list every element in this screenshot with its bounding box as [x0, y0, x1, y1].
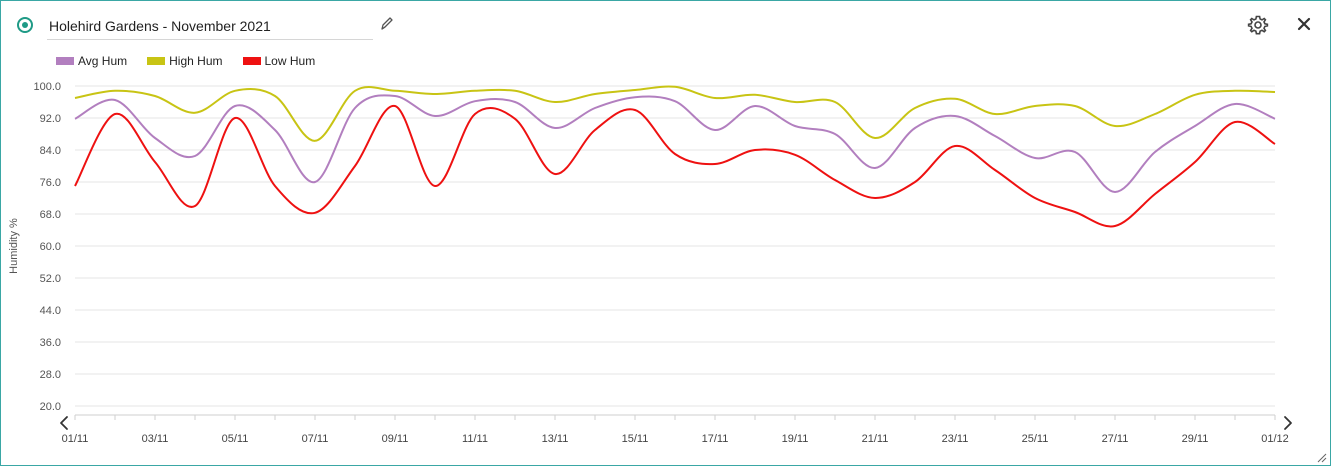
y-tick-label: 36.0: [40, 337, 61, 349]
x-tick-label: 01/12: [1261, 433, 1289, 445]
x-tick-label: 23/11: [942, 433, 969, 445]
pencil-icon[interactable]: [378, 15, 396, 33]
x-tick-label: 01/11: [62, 433, 89, 445]
y-axis-ticks: 100.0 92.0 84.0 76.0 68.0 60.0 52.0 44.0 36.0 28.…: [33, 81, 61, 413]
y-tick-label: 52.0: [40, 273, 61, 285]
x-tick-label: 17/11: [702, 433, 729, 445]
chevron-right-icon[interactable]: [1284, 416, 1292, 430]
gear-icon[interactable]: [1247, 14, 1269, 36]
x-tick-label: 27/11: [1102, 433, 1129, 445]
y-tick-label: 76.0: [40, 177, 61, 189]
x-tick-label: 03/11: [142, 433, 169, 445]
resize-grip-icon[interactable]: [1315, 451, 1327, 463]
y-tick-label: 28.0: [40, 369, 61, 381]
y-tick-label: 44.0: [40, 305, 61, 317]
x-tick-label: 09/11: [382, 433, 409, 445]
legend-swatch-high-hum: [147, 57, 166, 65]
y-tick-label: 92.0: [40, 113, 61, 125]
chart-series: [74, 85, 1276, 228]
legend-swatch-low-hum: [242, 57, 261, 65]
y-axis-label: Humidity %: [8, 218, 20, 274]
y-tick-label: 60.0: [40, 241, 61, 253]
x-axis-ticks: 01/11 03/11 05/11 07/11 09/11 11/11 13/11 15/11…: [62, 433, 1289, 445]
x-tick-label: 13/11: [542, 433, 569, 445]
series-line-low-hum[interactable]: [74, 104, 1276, 228]
legend-item-high-hum[interactable]: High Hum: [147, 54, 223, 68]
y-tick-label: 100.0: [33, 81, 61, 93]
x-tick-label: 05/11: [222, 433, 249, 445]
close-icon[interactable]: [1294, 14, 1314, 34]
x-tick-label: 21/11: [862, 433, 889, 445]
legend-swatch-avg-hum: [56, 57, 74, 65]
y-tick-label: 20.0: [40, 401, 61, 413]
panel-header: Holehird Gardens - November 2021: [1, 1, 1330, 45]
legend-label-high-hum: High Hum: [169, 54, 223, 68]
x-tick-label: 15/11: [622, 433, 649, 445]
x-tick-label: 07/11: [302, 433, 329, 445]
x-tick-label: 11/11: [462, 433, 488, 445]
legend-label-avg-hum: Avg Hum: [78, 54, 128, 68]
x-tick-label: 29/11: [1182, 433, 1209, 445]
x-tick-label: 19/11: [782, 433, 809, 445]
chart-grid: [74, 85, 1276, 420]
x-tick-label: 25/11: [1022, 433, 1049, 445]
legend-label-low-hum: Low Hum: [264, 54, 316, 68]
series-line-high-hum[interactable]: [74, 85, 1276, 142]
status-dot-icon[interactable]: [17, 17, 33, 33]
y-tick-label: 68.0: [40, 209, 61, 221]
series-line-avg-hum[interactable]: [74, 94, 1276, 193]
legend-item-avg-hum[interactable]: Avg Hum: [56, 54, 127, 68]
chart-legend: Avg Hum High Hum Low Hum: [56, 53, 335, 69]
legend-item-low-hum[interactable]: Low Hum: [242, 54, 316, 68]
chart-title-field[interactable]: Holehird Gardens - November 2021: [47, 13, 373, 40]
y-tick-label: 84.0: [40, 145, 61, 157]
chevron-left-icon[interactable]: [60, 416, 68, 430]
